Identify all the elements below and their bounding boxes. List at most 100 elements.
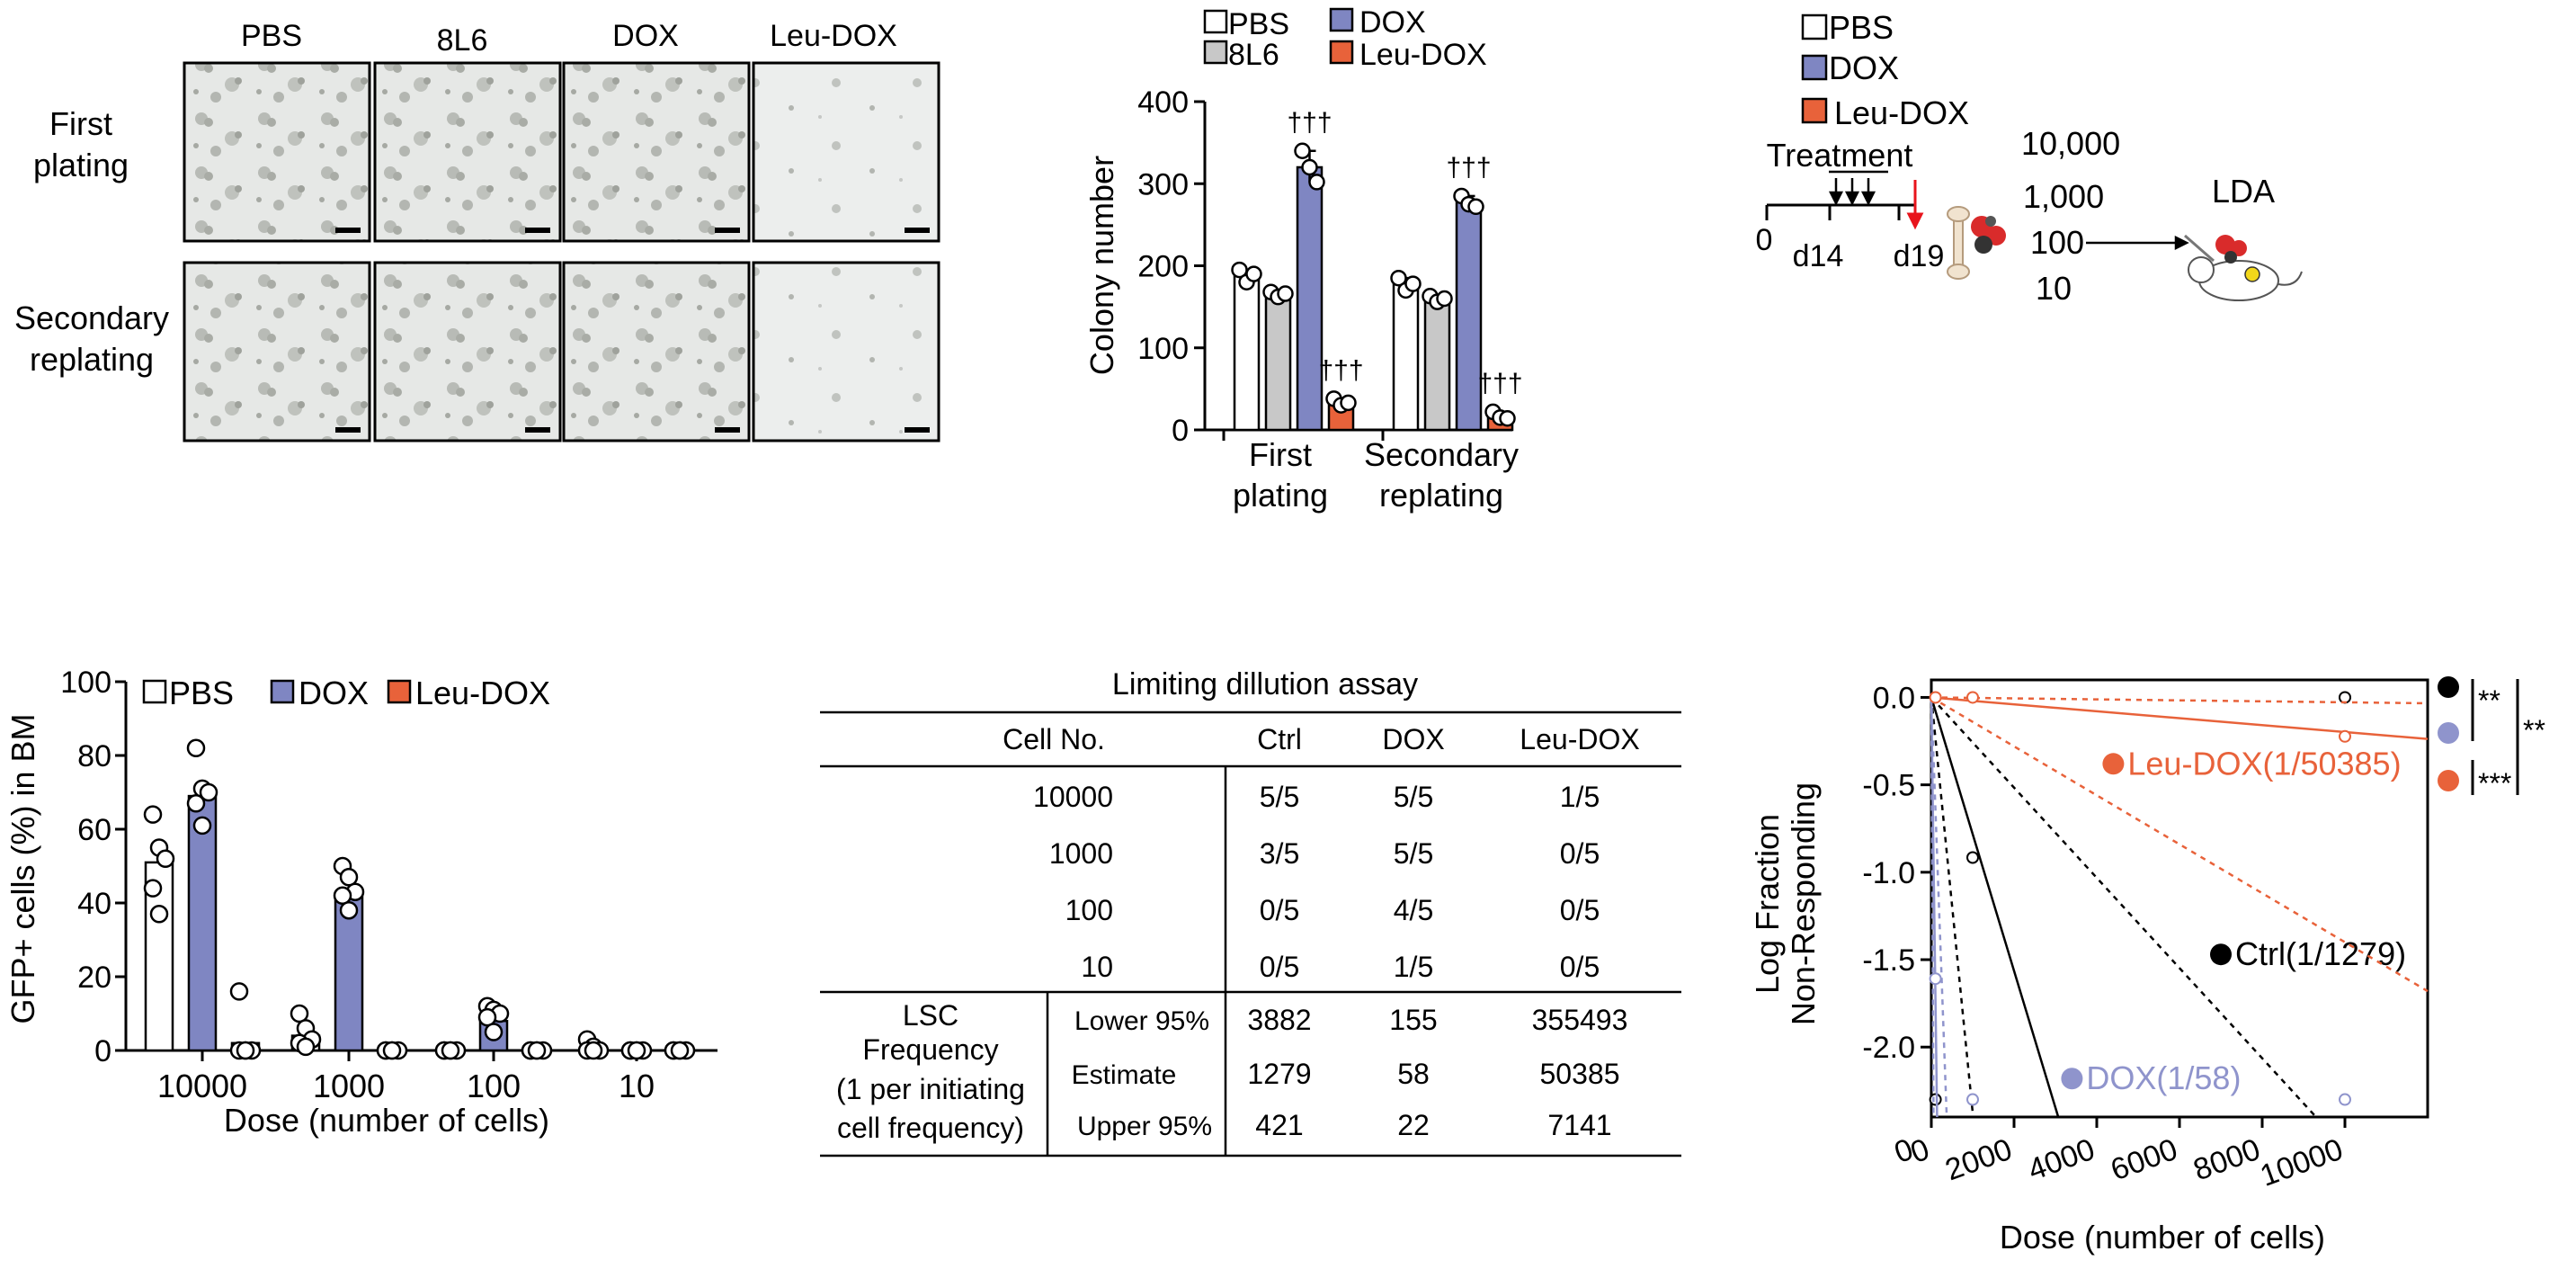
- legend2-swatch-pbs: [142, 679, 167, 704]
- treatment-schematic: PBS DOX Leu-DOX Treatment 0 d14 d19: [1756, 9, 2303, 307]
- data-point: [1436, 290, 1453, 308]
- col-label-leu-dox: Leu-DOX: [770, 19, 897, 53]
- legend-label-dox: DOX: [1359, 5, 1426, 40]
- ci-line: [1930, 697, 1935, 1118]
- legend2-swatch-leu: [387, 679, 412, 704]
- schema-day19: d19: [1894, 239, 1945, 273]
- schema-dose-10000: 10,000: [2021, 125, 2120, 162]
- chart3-xtick-label: 4000: [2024, 1132, 2099, 1188]
- cell-leu: 0/5: [1560, 837, 1600, 870]
- ci-line: [1930, 696, 2429, 705]
- table-row: Lower 95% 3882 155 355493: [1074, 1004, 1627, 1036]
- bar-pbs: [1392, 282, 1420, 432]
- data-point: [627, 1041, 646, 1060]
- cell-bound: Lower 95%: [1074, 1006, 1209, 1036]
- legend-swatch-pbs: [1203, 9, 1228, 34]
- bar-dox: [334, 894, 364, 1052]
- data-point: [1929, 972, 1942, 986]
- cell-ctrl: 0/5: [1260, 894, 1299, 926]
- table-row: 100 0/5 4/5 0/5: [1065, 894, 1600, 926]
- legend-swatch-8l6: [1203, 40, 1228, 65]
- ci-line: [1930, 696, 2317, 1118]
- data-point: [149, 905, 169, 924]
- data-point: [382, 1041, 402, 1060]
- cell-dox: 5/5: [1394, 837, 1433, 870]
- data-point: [1308, 174, 1325, 191]
- schema-swatch-dox: [1801, 54, 1828, 81]
- chart2-ytick-label: 60: [77, 813, 111, 847]
- chart2-xtick-label: 10: [619, 1068, 655, 1104]
- chart2-ytick-label: 100: [60, 666, 111, 700]
- data-point: [584, 1041, 603, 1060]
- cell-ctrl: 0/5: [1260, 951, 1299, 983]
- significance-dagger: †††: [1477, 369, 1522, 398]
- legend-label-8l6: 8L6: [1228, 38, 1279, 72]
- chart3-xtick-label: 2000: [1941, 1132, 2017, 1188]
- schema-lda-label: LDA: [2212, 173, 2275, 210]
- legend-swatch-leu: [1329, 40, 1354, 65]
- cell-leu: 0/5: [1560, 951, 1600, 983]
- significance-dagger: †††: [1318, 355, 1363, 385]
- series-marker: [2210, 943, 2232, 966]
- cell-dox: 1/5: [1394, 951, 1433, 983]
- col-label-8l6: 8L6: [437, 23, 488, 58]
- table-header-cellno: Cell No.: [1003, 723, 1105, 755]
- significance-dot: [2438, 676, 2459, 698]
- colony-bar-chart: PBS 8L6 DOX Leu-DOX Colony number First …: [1083, 5, 1523, 514]
- data-point: [296, 1037, 316, 1057]
- micrograph-pbs-second: [183, 261, 371, 442]
- chart2-legend: PBS DOX Leu-DOX: [142, 675, 550, 711]
- cell-dox: 155: [1389, 1004, 1437, 1036]
- data-point: [1390, 269, 1407, 287]
- schema-dose-1000: 1,000: [2023, 178, 2104, 215]
- significance-dot: [2438, 722, 2459, 744]
- data-point: [339, 900, 359, 920]
- legend-label-pbs: PBS: [1228, 7, 1289, 41]
- table-title: Limiting dillution assay: [1112, 667, 1418, 702]
- cell-dox: 5/5: [1394, 781, 1433, 813]
- cell-ctrl: 3882: [1247, 1004, 1311, 1036]
- cell-dose: 100: [1065, 894, 1113, 926]
- chart3-xtick-label: 10000: [2256, 1132, 2348, 1193]
- row-label-first-2: plating: [33, 147, 129, 183]
- data-point: [1404, 275, 1422, 292]
- schema-dose-100: 100: [2030, 224, 2084, 261]
- fit-line: [1930, 696, 2429, 740]
- cell-ctrl: 5/5: [1260, 781, 1299, 813]
- data-point: [2339, 729, 2351, 743]
- chart2-ytick-label: 20: [77, 961, 111, 995]
- series-marker: [2061, 1068, 2083, 1090]
- chart3-ytick-label: 0.0: [1873, 681, 1915, 715]
- bar-8l6: [1423, 297, 1451, 432]
- bar-dox: [187, 794, 218, 1052]
- table-row: 10000 5/5 5/5 1/5: [1033, 781, 1600, 813]
- data-point: [186, 738, 206, 758]
- data-point: [1966, 1093, 1979, 1106]
- table-row: Upper 95% 421 22 7141: [1077, 1109, 1612, 1141]
- col-label-dox: DOX: [612, 19, 679, 53]
- chart3-xlabel: Dose (number of cells): [2000, 1219, 2325, 1256]
- data-point: [192, 816, 212, 836]
- significance-dagger: †††: [1446, 153, 1491, 183]
- cell-leu: 355493: [1532, 1004, 1628, 1036]
- schema-dose-10: 10: [2036, 270, 2072, 307]
- series-marker: [2102, 753, 2125, 775]
- legend-label-leu: Leu-DOX: [1359, 38, 1487, 72]
- data-point: [1277, 285, 1294, 302]
- cell-dose: 1000: [1049, 837, 1113, 870]
- cell-ctrl: 3/5: [1260, 837, 1299, 870]
- data-point: [2339, 1093, 2351, 1106]
- chart3-ytick-label: -0.5: [1862, 769, 1915, 803]
- chart1-xcat-0-line1: First: [1249, 436, 1312, 473]
- sig-label: ***: [2478, 767, 2511, 800]
- cell-bound: Estimate: [1072, 1060, 1177, 1090]
- schema-swatch-pbs: [1801, 13, 1828, 40]
- data-point: [199, 782, 218, 802]
- row-label-secondary: Secondary: [14, 299, 169, 336]
- cells-icon: [1971, 216, 2006, 254]
- data-point: [156, 849, 175, 869]
- data-point: [229, 982, 249, 1001]
- schema-harvest-arrow: [1906, 180, 1924, 230]
- panel-a: PBS 8L6 DOX Leu-DOX First plating Second…: [14, 19, 940, 442]
- lda-table: Limiting dillution assay Cell No. Ctrl D…: [820, 667, 1681, 1157]
